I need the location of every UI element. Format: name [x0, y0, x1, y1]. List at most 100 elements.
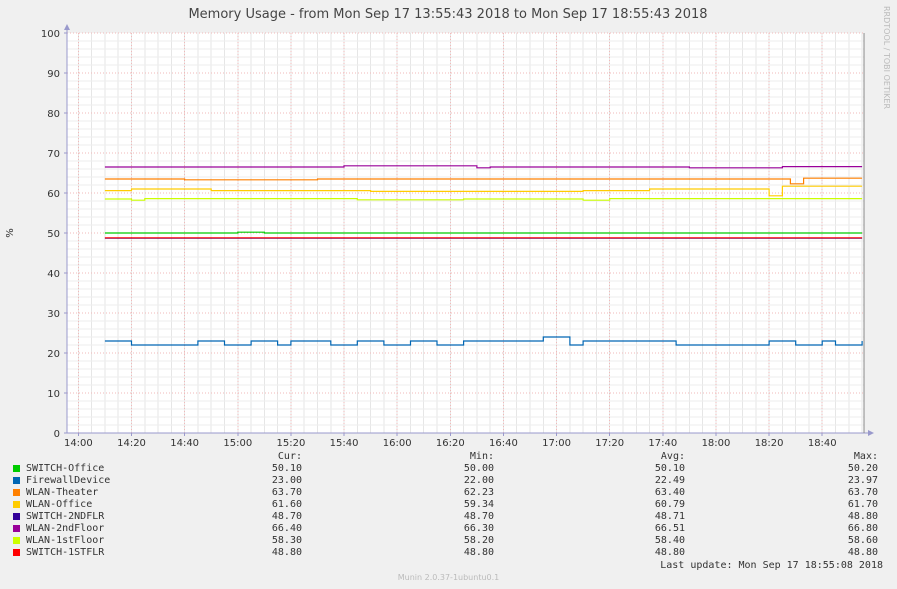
- legend-max-value: 48.80: [847, 547, 878, 558]
- legend-name: SWITCH-2NDFLR: [26, 511, 105, 522]
- x-tick-label: 17:40: [648, 438, 677, 449]
- legend-cur-value: 48.70: [271, 511, 302, 522]
- legend-cur-value: 63.70: [271, 487, 302, 498]
- legend-row: SWITCH-Office 50.10 50.00 50.10 50.20: [0, 463, 897, 475]
- footer-version: Munin 2.0.37-1ubuntu0.1: [397, 573, 500, 582]
- legend-name: WLAN-Office: [26, 499, 93, 510]
- header-min: Min:: [469, 451, 494, 462]
- header-cur: Cur:: [277, 451, 302, 462]
- legend-min-value: 59.34: [463, 499, 494, 510]
- x-tick-label: 15:20: [276, 438, 305, 449]
- y-tick-label: 10: [47, 389, 60, 400]
- x-tick-label: 16:20: [436, 438, 465, 449]
- x-tick-label: 16:00: [383, 438, 412, 449]
- x-tick-label: 17:00: [542, 438, 571, 449]
- legend-cur-value: 58.30: [271, 535, 302, 546]
- x-tick-label: 14:40: [170, 438, 199, 449]
- legend-cur-value: 66.40: [271, 523, 302, 534]
- series-line-wlan-office: [104, 185, 863, 197]
- y-tick-label: 0: [54, 429, 60, 440]
- y-tick-label: 30: [47, 309, 60, 320]
- x-axis-arrow: [868, 430, 874, 436]
- y-axis-arrow: [64, 24, 70, 30]
- header-max: Max:: [853, 451, 878, 462]
- series-line-firewalldevice: [104, 336, 863, 346]
- x-tick-label: 15:00: [223, 438, 252, 449]
- legend-max-value: 58.60: [847, 535, 878, 546]
- legend-min-value: 66.30: [463, 523, 494, 534]
- legend-name: SWITCH-1STFLR: [26, 547, 105, 558]
- x-tick-label: 17:20: [595, 438, 624, 449]
- legend-cur-value: 23.00: [271, 475, 302, 486]
- legend-min-value: 48.70: [463, 511, 494, 522]
- x-tick-label: 14:20: [117, 438, 146, 449]
- legend-row: WLAN-2ndFloor 66.40 66.30 66.51 66.80: [0, 523, 897, 535]
- legend-avg-value: 58.40: [654, 535, 685, 546]
- legend-row: FirewallDevice 23.00 22.00 22.49 23.97: [0, 475, 897, 487]
- y-axis-label: %: [5, 228, 16, 238]
- y-tick-label: 80: [47, 109, 60, 120]
- y-tick-label: 20: [47, 349, 60, 360]
- series-layer: [104, 165, 863, 346]
- legend-min-value: 50.00: [463, 463, 494, 474]
- legend-swatch: [13, 549, 20, 556]
- legend-row: WLAN-Office 61.60 59.34 60.79 61.70: [0, 499, 897, 511]
- x-tick-label: 14:00: [64, 438, 93, 449]
- legend-row: WLAN-Theater 63.70 62.23 63.40 63.70: [0, 487, 897, 499]
- rrdtool-credit: RRDTOOL / TOBI OETIKER: [882, 6, 891, 109]
- series-line-wlan-2ndfloor: [104, 165, 863, 169]
- legend-avg-value: 22.49: [654, 475, 685, 486]
- x-tick-label: 18:20: [755, 438, 784, 449]
- last-update: Last update: Mon Sep 17 18:55:08 2018: [660, 560, 883, 571]
- legend-name: WLAN-1stFloor: [26, 535, 105, 546]
- y-tick-label: 90: [47, 69, 60, 80]
- legend-swatch: [13, 513, 20, 520]
- header-avg: Avg:: [660, 451, 685, 462]
- legend-swatch: [13, 477, 20, 484]
- legend-min-value: 48.80: [463, 547, 494, 558]
- y-tick-label: 70: [47, 149, 60, 160]
- legend-row: SWITCH-1STFLR 48.80 48.80 48.80 48.80: [0, 547, 897, 559]
- legend-max-value: 63.70: [847, 487, 878, 498]
- legend-swatch: [13, 501, 20, 508]
- legend-cur-value: 48.80: [271, 547, 302, 558]
- legend-name: SWITCH-Office: [26, 463, 105, 474]
- chart: Memory Usage - from Mon Sep 17 13:55:43 …: [5, 6, 891, 449]
- chart-title: Memory Usage - from Mon Sep 17 13:55:43 …: [188, 7, 707, 22]
- legend-swatch: [13, 525, 20, 532]
- legend-swatch: [13, 537, 20, 544]
- y-tick-label: 50: [47, 229, 60, 240]
- legend-avg-value: 48.71: [654, 511, 685, 522]
- legend-swatch: [13, 489, 20, 496]
- legend-avg-value: 63.40: [654, 487, 685, 498]
- legend: Cur: Min: Avg: Max: SWITCH-Office 50.10 50…: [0, 451, 897, 581]
- series-line-wlan-theater: [104, 177, 863, 185]
- legend-name: WLAN-2ndFloor: [26, 523, 105, 534]
- legend-avg-value: 50.10: [654, 463, 685, 474]
- legend-avg-value: 48.80: [654, 547, 685, 558]
- legend-row: SWITCH-2NDFLR 48.70 48.70 48.71 48.80: [0, 511, 897, 523]
- x-tick-label: 15:40: [330, 438, 359, 449]
- legend-max-value: 48.80: [847, 511, 878, 522]
- y-tick-label: 100: [41, 29, 60, 40]
- legend-max-value: 61.70: [847, 499, 878, 510]
- legend-min-value: 58.20: [463, 535, 494, 546]
- legend-cur-value: 50.10: [271, 463, 302, 474]
- legend-cur-value: 61.60: [271, 499, 302, 510]
- series-line-switch-office: [104, 231, 863, 234]
- legend-avg-value: 60.79: [654, 499, 685, 510]
- legend-min-value: 22.00: [463, 475, 494, 486]
- series-line-wlan-1stfloor: [104, 198, 863, 201]
- legend-swatch: [13, 465, 20, 472]
- y-tick-label: 60: [47, 189, 60, 200]
- tick-labels: 0 10 20 30 40 50 60 70 80 90 100 14:00 14:20 14:40 15:…: [41, 29, 837, 449]
- axes: [64, 24, 874, 436]
- legend-header: Cur: Min: Avg: Max:: [0, 451, 897, 463]
- legend-name: FirewallDevice: [26, 475, 111, 486]
- legend-max-value: 23.97: [847, 475, 878, 486]
- legend-max-value: 50.20: [847, 463, 878, 474]
- legend-min-value: 62.23: [463, 487, 494, 498]
- x-tick-label: 18:00: [702, 438, 731, 449]
- legend-max-value: 66.80: [847, 523, 878, 534]
- legend-name: WLAN-Theater: [26, 487, 99, 498]
